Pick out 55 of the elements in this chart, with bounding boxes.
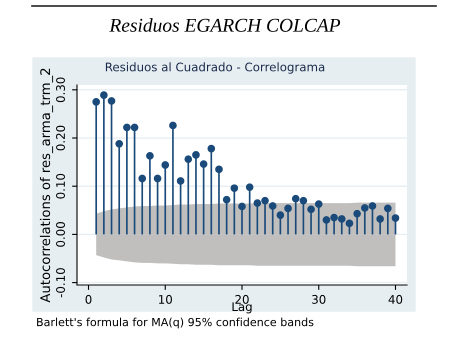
point: [368, 202, 376, 210]
point: [392, 214, 400, 222]
x-tick-label: 30: [312, 294, 326, 304]
point: [360, 204, 369, 212]
point: [161, 161, 170, 169]
point: [130, 124, 138, 132]
point: [169, 122, 177, 130]
y-tick-label: 0.10: [56, 174, 65, 199]
point: [123, 124, 131, 132]
point: [207, 144, 216, 152]
point: [100, 91, 108, 99]
y-tick-label: 0.30: [56, 77, 65, 102]
point: [154, 174, 162, 182]
point: [246, 183, 254, 191]
x-tick-label: 20: [235, 294, 249, 304]
point: [108, 97, 116, 105]
point: [353, 210, 361, 218]
chart-subtitle: Residuos al Cuadrado - Correlograma: [106, 62, 324, 74]
point: [346, 219, 354, 228]
chart-title: Residuos EGARCH COLCAP: [109, 18, 340, 32]
point: [292, 194, 300, 203]
point: [238, 202, 246, 210]
point: [338, 215, 346, 223]
y-tick-label: 0.00: [56, 222, 65, 247]
point: [176, 177, 184, 185]
point: [314, 200, 323, 208]
x-tick-label: 40: [388, 294, 402, 304]
point: [222, 196, 230, 204]
y-tick-label: -0.10: [56, 268, 65, 298]
point: [215, 166, 223, 174]
point: [184, 155, 192, 164]
point: [115, 140, 124, 148]
point: [300, 196, 308, 204]
x-tick-label: 0: [86, 294, 92, 304]
point: [276, 211, 284, 219]
text: Barlett's formula for MA(q) 95% confidence bands: [37, 318, 314, 328]
point: [261, 196, 269, 204]
point: [146, 152, 154, 160]
point: [192, 151, 200, 159]
point: [230, 184, 238, 192]
point: [92, 98, 100, 106]
point: [138, 174, 146, 182]
point: [330, 214, 338, 222]
y-tick-label: 0.20: [56, 126, 65, 150]
y-axis-title: Autocorrelations of res_arma_trm_2: [40, 68, 54, 302]
point: [284, 204, 292, 212]
point: [384, 204, 392, 212]
x-tick-label: 10: [159, 294, 172, 304]
point: [376, 215, 384, 223]
x-axis-title: Lag: [232, 302, 252, 314]
point: [307, 206, 315, 214]
point: [322, 216, 330, 224]
point: [254, 199, 262, 207]
point: [200, 160, 208, 168]
point: [268, 202, 277, 210]
